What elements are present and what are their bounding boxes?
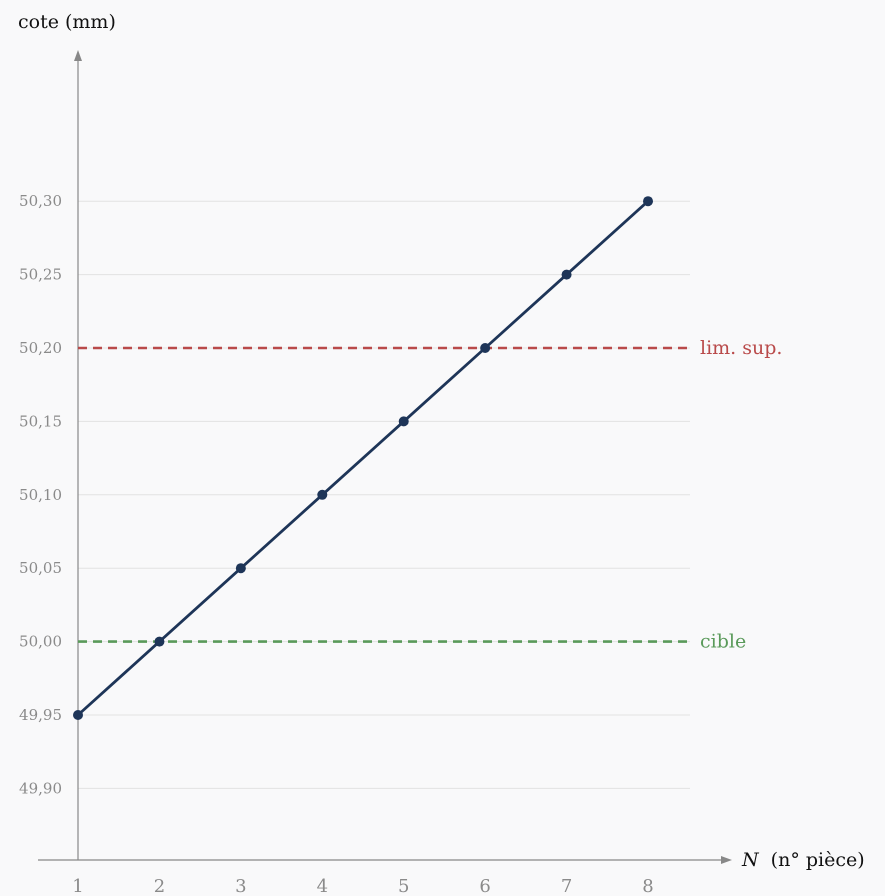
y-tick-label: 50,20 bbox=[19, 339, 62, 357]
y-tick-label: 49,95 bbox=[19, 706, 62, 724]
y-tick-label: 50,15 bbox=[19, 412, 62, 430]
x-axis-arrow bbox=[721, 856, 732, 864]
series-line bbox=[77, 200, 649, 717]
x-tick-label: 2 bbox=[154, 876, 165, 896]
data-point bbox=[643, 196, 654, 207]
x-tick-label: 4 bbox=[317, 876, 328, 896]
y-tick-label: 50,00 bbox=[19, 633, 62, 651]
data-point bbox=[154, 636, 165, 647]
y-tick-label: 49,90 bbox=[19, 779, 62, 797]
axes bbox=[38, 50, 732, 864]
tick-labels: 49,90 49,95 50,00 50,05 50,10 50,15 50,20 50,25… bbox=[19, 192, 654, 896]
reference-lines: lim. sup. cible bbox=[78, 337, 782, 653]
x-tick-label: 6 bbox=[479, 876, 490, 896]
data-point bbox=[398, 416, 409, 427]
reference-line-label: cible bbox=[700, 631, 746, 653]
y-axis-label: cote (mm) bbox=[18, 11, 116, 33]
x-tick-label: 8 bbox=[642, 876, 653, 896]
y-tick-label: 50,10 bbox=[19, 486, 62, 504]
data-point bbox=[235, 563, 246, 574]
x-tick-label: 7 bbox=[561, 876, 572, 896]
data-point bbox=[73, 710, 83, 720]
x-tick-label: 5 bbox=[398, 876, 409, 896]
y-tick-label: 50,05 bbox=[19, 559, 62, 577]
series bbox=[73, 196, 654, 720]
y-axis-arrow bbox=[74, 50, 82, 61]
x-axis-label: N (n° pièce) bbox=[741, 849, 865, 871]
grid bbox=[78, 200, 690, 789]
x-tick-label: 1 bbox=[72, 876, 83, 896]
y-tick-label: 50,25 bbox=[19, 266, 62, 284]
x-axis-unit: (n° pièce) bbox=[771, 849, 865, 871]
y-tick-label: 50,30 bbox=[19, 192, 62, 210]
reference-line-label: lim. sup. bbox=[700, 337, 782, 359]
x-tick-label: 3 bbox=[235, 876, 246, 896]
data-point bbox=[317, 489, 328, 500]
data-point bbox=[561, 269, 572, 280]
data-point bbox=[480, 343, 491, 353]
x-axis-variable: N bbox=[741, 849, 760, 871]
